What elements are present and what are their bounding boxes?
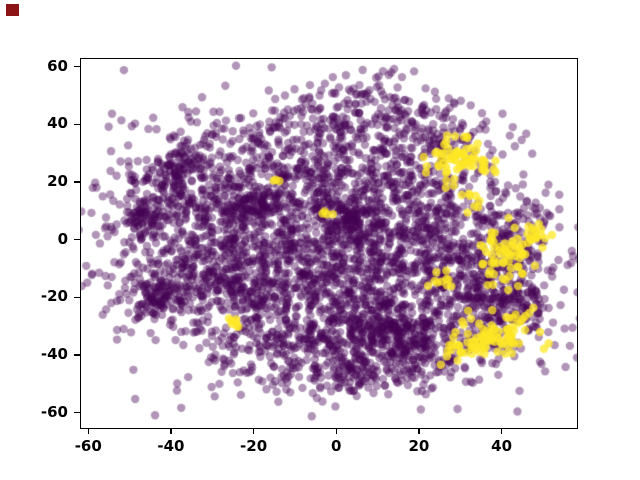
- y-tick-label: 40: [47, 114, 68, 133]
- corner-marker: [6, 4, 19, 16]
- x-tick-mark: [335, 428, 338, 435]
- y-tick-mark: [74, 296, 80, 299]
- y-tick-label: 20: [47, 171, 68, 190]
- y-tick-label: 0: [57, 229, 68, 248]
- y-tick-mark: [74, 411, 80, 414]
- y-tick-label: -60: [40, 402, 68, 421]
- x-tick-mark: [87, 428, 90, 435]
- x-tick-label: -20: [240, 437, 268, 455]
- y-tick-label: -40: [40, 344, 68, 363]
- x-tick-label: 0: [331, 437, 342, 455]
- y-tick-mark: [74, 123, 80, 126]
- x-tick-mark: [170, 428, 172, 435]
- y-tick-label: 60: [47, 56, 68, 75]
- x-tick-mark: [500, 428, 503, 435]
- scatter-canvas: [81, 59, 577, 428]
- x-tick-label: -60: [74, 437, 102, 455]
- x-tick-label: -40: [157, 437, 185, 455]
- y-tick-mark: [74, 65, 80, 68]
- y-tick-mark: [74, 354, 80, 356]
- x-tick-label: 40: [491, 437, 513, 455]
- y-tick-label: -20: [40, 287, 68, 306]
- axes: [80, 58, 578, 429]
- x-tick-label: 20: [408, 437, 430, 455]
- y-tick-mark: [74, 238, 80, 241]
- x-tick-mark: [418, 428, 420, 435]
- y-tick-mark: [74, 181, 80, 183]
- x-tick-mark: [252, 428, 255, 435]
